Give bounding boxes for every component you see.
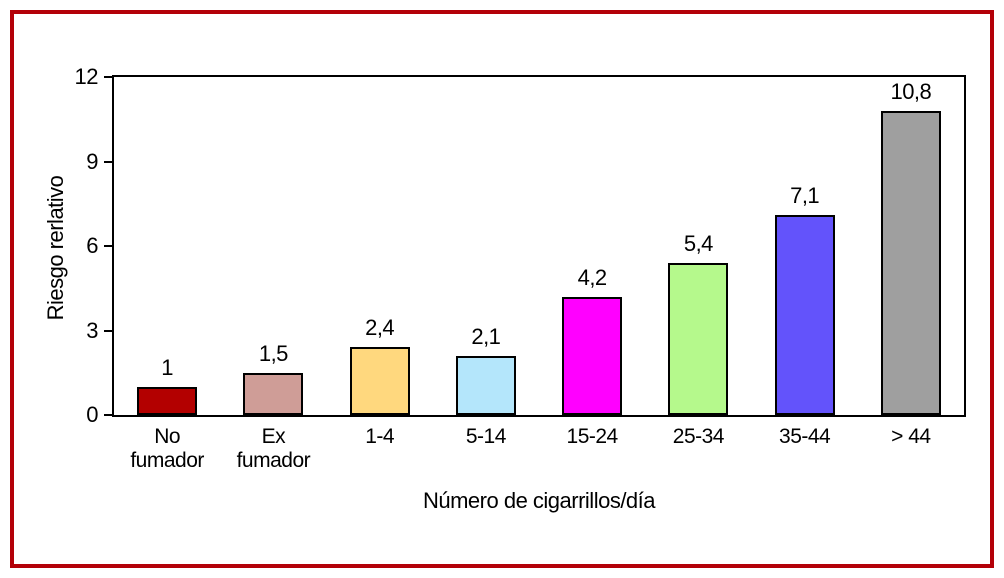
bar [774,215,835,415]
y-tick-mark [104,329,112,332]
bar-value-label: 7,1 [790,183,820,208]
y-tick-label: 12 [74,64,99,89]
bar [668,263,729,415]
bar [880,111,941,415]
bar-slot: 1,5 Ex fumador [220,77,326,472]
bar-value-label: 1 [161,355,173,380]
x-category-label: > 44 [891,425,931,448]
x-category-label: 15-24 [566,425,619,448]
y-tick-mark [104,414,112,416]
bar-slot: 5,4 25-34 [645,77,751,448]
bar-value-label: 10,8 [890,79,932,104]
x-category-label: No fumador [130,425,204,472]
y-tick-label: 0 [86,402,98,427]
x-category-label: 5-14 [465,425,507,448]
x-axis-title: Número de cigarrillos/día [422,488,656,513]
bar [349,347,410,415]
bar-value-label: 4,2 [577,265,608,290]
y-tick-label: 3 [86,317,98,343]
bar-slot: 4,2 15-24 [539,77,645,448]
y-tick-label: 6 [86,233,98,258]
y-tick-mark [104,245,112,247]
x-category-label: 35-44 [779,425,831,448]
y-tick-mark [104,160,112,163]
y-tick-mark [104,76,112,78]
bar-value-label: 2,1 [471,324,501,349]
bar [562,297,623,415]
bar-slot: 7,1 35-44 [752,77,858,448]
bar-slot: 10,8 > 44 [858,77,964,448]
bar [455,356,516,415]
x-category-label: 1-4 [365,425,395,448]
bar [137,387,198,415]
bar-slot: 2,1 5-14 [433,77,539,448]
y-tick-label: 9 [86,148,98,174]
plot-area: 0 3 6 9 12 1 No fumador 1,5 Ex fumador 2,4 1-4 2,1 5… [75,64,966,472]
bar-slot: 2,4 1-4 [327,77,433,448]
x-category-label: Ex fumador [236,425,311,472]
bar-value-label: 2,4 [365,315,395,340]
bar-value-label: 1,5 [258,341,289,366]
bar [243,373,304,415]
bar-slot: 1 No fumador [114,77,220,472]
x-category-label: 25-34 [672,425,725,448]
bar-value-label: 5,4 [683,231,714,256]
